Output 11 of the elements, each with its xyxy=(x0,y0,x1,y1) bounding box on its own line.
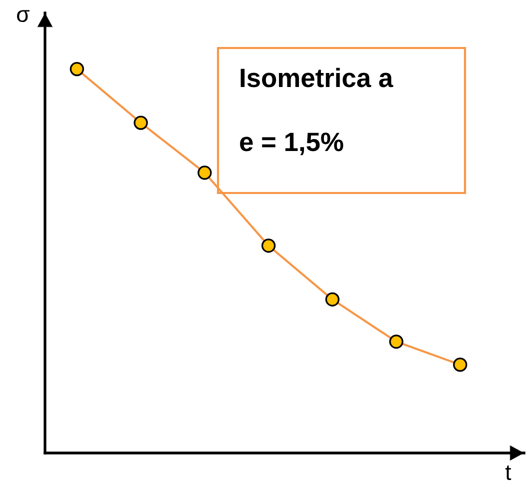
point xyxy=(453,358,468,372)
point xyxy=(389,334,404,349)
point xyxy=(134,116,148,130)
y-axis-title: σ xyxy=(17,10,30,22)
point xyxy=(70,62,84,76)
point xyxy=(325,292,340,307)
point xyxy=(198,166,212,180)
annotation: e = 1,5% xyxy=(240,132,344,156)
x-axis-title: t xyxy=(505,466,512,480)
point xyxy=(261,238,276,253)
annotation: Isometrica a xyxy=(240,68,394,88)
